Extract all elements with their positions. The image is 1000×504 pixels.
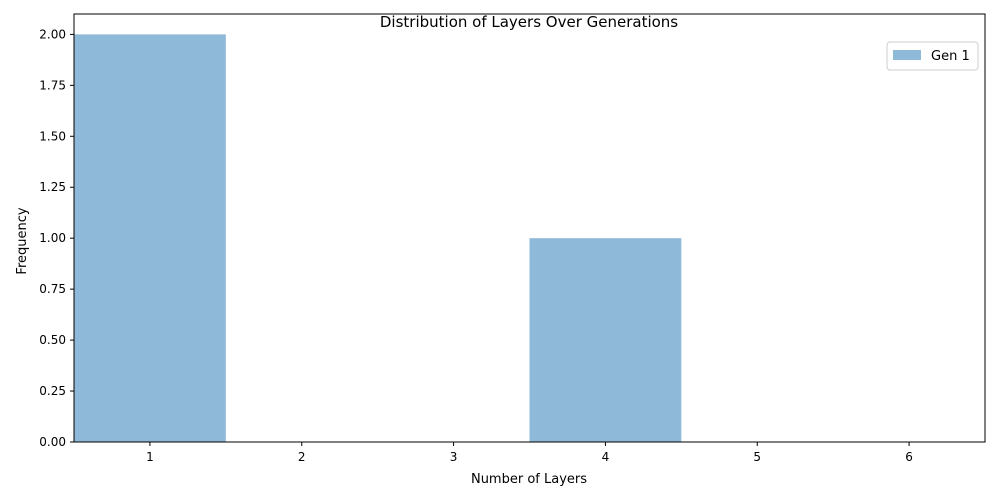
y-tick-label: 0.25 xyxy=(39,384,66,398)
y-tick-label: 0.75 xyxy=(39,282,66,296)
y-tick-label: 1.50 xyxy=(39,129,66,143)
legend-label: Gen 1 xyxy=(931,49,970,64)
bars-group xyxy=(74,34,682,442)
y-tick-label: 0.00 xyxy=(39,435,66,449)
x-tick-label: 6 xyxy=(905,450,913,464)
y-tick-label: 1.00 xyxy=(39,231,66,245)
x-tick-label: 1 xyxy=(146,450,154,464)
x-tick-label: 2 xyxy=(298,450,306,464)
y-tick-label: 1.25 xyxy=(39,180,66,194)
y-tick-label: 2.00 xyxy=(39,27,66,41)
x-axis-ticks: 1 2 3 4 5 6 xyxy=(146,442,913,464)
y-axis-ticks: 0.00 0.25 0.50 0.75 1.00 1.25 1.50 1.75 2.00 xyxy=(39,27,74,449)
bar-4 xyxy=(529,238,682,442)
x-tick-label: 5 xyxy=(753,450,761,464)
y-axis-label: Frequency xyxy=(15,207,30,274)
x-tick-label: 3 xyxy=(450,450,458,464)
bar-1 xyxy=(74,34,226,442)
legend: Gen 1 xyxy=(886,41,979,71)
chart-title: Distribution of Layers Over Generations xyxy=(380,13,678,31)
legend-swatch xyxy=(893,50,921,60)
legend-box xyxy=(886,41,979,71)
plot-frame xyxy=(73,13,986,443)
x-tick-label: 4 xyxy=(602,450,610,464)
y-tick-label: 0.50 xyxy=(39,333,66,347)
y-tick-label: 1.75 xyxy=(39,78,66,92)
x-axis-label: Number of Layers xyxy=(471,472,587,487)
